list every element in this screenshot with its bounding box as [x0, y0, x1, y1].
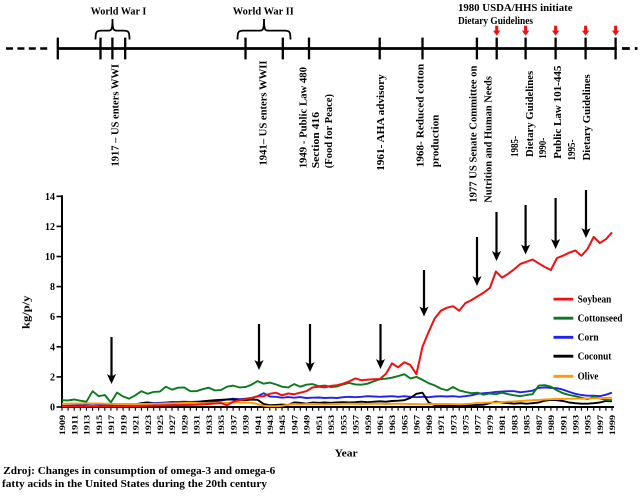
svg-text:1917: 1917 — [106, 414, 116, 435]
svg-text:1999: 1999 — [607, 414, 617, 435]
svg-text:Cottonseed: Cottonseed — [578, 314, 623, 325]
svg-text:Corn: Corn — [578, 333, 599, 344]
svg-text:0: 0 — [50, 403, 55, 414]
svg-text:Coconut: Coconut — [578, 352, 612, 363]
svg-text:1965: 1965 — [399, 414, 409, 435]
svg-text:Dietary Guidelines: Dietary Guidelines — [524, 70, 536, 157]
svg-text:1971: 1971 — [436, 415, 446, 435]
svg-text:World War I: World War I — [91, 5, 147, 17]
svg-text:(Food for Peace): (Food for Peace) — [323, 94, 335, 169]
svg-text:1947: 1947 — [289, 414, 299, 435]
svg-text:1975: 1975 — [461, 414, 471, 435]
svg-text:1949 - Public Law 480: 1949 - Public Law 480 — [297, 67, 309, 169]
svg-text:1939: 1939 — [241, 414, 251, 435]
svg-text:Dietary Guidelines: Dietary Guidelines — [458, 15, 533, 27]
svg-text:1961- AHA advisory: 1961- AHA advisory — [375, 74, 387, 171]
svg-text:1909: 1909 — [57, 414, 67, 435]
svg-text:1945: 1945 — [277, 414, 287, 435]
svg-text:Zdroj: Changes in consumption: Zdroj: Changes in consumption of omega-3… — [3, 466, 275, 477]
svg-text:1985: 1985 — [522, 414, 532, 435]
svg-text:1963: 1963 — [387, 414, 397, 435]
svg-text:1969: 1969 — [424, 414, 434, 435]
svg-text:6: 6 — [50, 312, 55, 323]
svg-text:1980 USDA/HHS initiate: 1980 USDA/HHS initiate — [458, 2, 573, 14]
svg-text:1995-: 1995- — [566, 139, 578, 160]
svg-text:1941– US enters WWII: 1941– US enters WWII — [258, 61, 270, 166]
svg-text:1915: 1915 — [94, 414, 104, 435]
svg-text:1968- Reduced cotton: 1968- Reduced cotton — [415, 64, 427, 168]
svg-text:1925: 1925 — [155, 414, 165, 435]
svg-text:1959: 1959 — [363, 414, 373, 435]
svg-text:kg/p/y: kg/p/y — [21, 295, 33, 329]
svg-text:1961: 1961 — [375, 415, 385, 435]
svg-text:1937: 1937 — [228, 414, 238, 435]
svg-text:1989: 1989 — [546, 414, 556, 435]
svg-text:1957: 1957 — [351, 414, 361, 435]
svg-text:1923: 1923 — [143, 414, 153, 435]
svg-text:1985-: 1985- — [509, 136, 521, 157]
svg-text:1913: 1913 — [82, 414, 92, 435]
svg-text:1949: 1949 — [302, 414, 312, 435]
svg-text:Olive: Olive — [578, 372, 599, 383]
svg-text:1987: 1987 — [534, 414, 544, 435]
svg-text:14: 14 — [45, 192, 55, 203]
svg-text:1943: 1943 — [265, 414, 275, 435]
svg-text:Year: Year — [335, 447, 358, 459]
svg-text:1983: 1983 — [509, 414, 519, 435]
svg-text:12: 12 — [45, 222, 55, 233]
svg-text:8: 8 — [50, 282, 55, 293]
svg-text:1979: 1979 — [485, 414, 495, 435]
svg-text:1929: 1929 — [179, 414, 189, 435]
svg-text:Soybean: Soybean — [578, 294, 612, 305]
svg-text:Public Law 101-445: Public Law 101-445 — [552, 65, 564, 159]
svg-text:1917 – US enters WWI: 1917 – US enters WWI — [110, 64, 122, 167]
svg-text:1933: 1933 — [204, 414, 214, 435]
svg-text:World War II: World War II — [233, 5, 294, 17]
svg-text:1977: 1977 — [473, 414, 483, 435]
svg-text:10: 10 — [45, 252, 55, 263]
svg-text:1973: 1973 — [448, 414, 458, 435]
svg-text:1993: 1993 — [571, 414, 581, 435]
svg-text:1935: 1935 — [216, 414, 226, 435]
svg-text:2: 2 — [50, 372, 55, 383]
svg-text:1977 US Senate Committee on: 1977 US Senate Committee on — [468, 66, 480, 203]
svg-text:fatty acids in the United Stat: fatty acids in the United States during … — [2, 479, 268, 490]
svg-text:1955: 1955 — [338, 414, 348, 435]
svg-text:1919: 1919 — [118, 414, 128, 435]
svg-text:1990-: 1990- — [537, 137, 549, 158]
svg-text:1991: 1991 — [558, 415, 568, 435]
svg-text:Nutrition and Human Needs: Nutrition and Human Needs — [483, 75, 495, 202]
svg-text:1981: 1981 — [497, 415, 507, 435]
svg-text:1997: 1997 — [595, 414, 605, 435]
svg-text:Section 416: Section 416 — [310, 111, 322, 168]
svg-text:1921: 1921 — [131, 415, 141, 435]
svg-text:1953: 1953 — [326, 414, 336, 435]
svg-text:Dietary Guidelines: Dietary Guidelines — [581, 74, 593, 161]
svg-text:1941: 1941 — [253, 415, 263, 435]
svg-text:1967: 1967 — [412, 414, 422, 435]
svg-text:production: production — [429, 115, 441, 168]
svg-text:1911: 1911 — [69, 415, 79, 435]
svg-text:1931: 1931 — [192, 415, 202, 435]
svg-text:4: 4 — [50, 342, 55, 353]
svg-text:1995: 1995 — [583, 414, 593, 435]
svg-text:1927: 1927 — [167, 414, 177, 435]
svg-text:1951: 1951 — [314, 415, 324, 435]
